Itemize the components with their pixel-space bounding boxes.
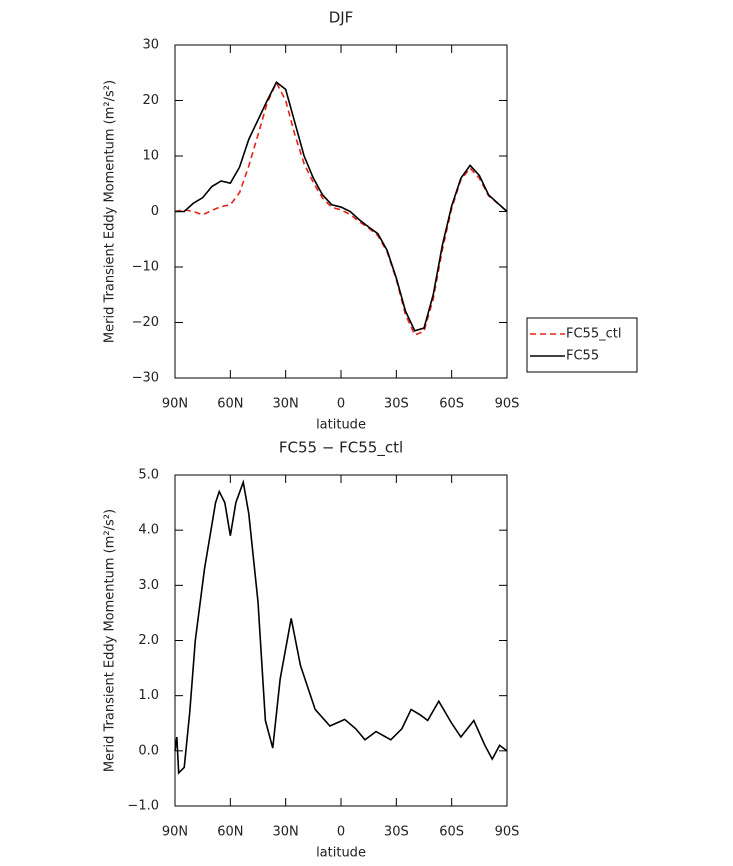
x-tick-label: 30S xyxy=(384,397,409,412)
chart-title: DJF xyxy=(329,9,354,27)
x-tick-label: 0 xyxy=(337,397,345,412)
x-tick-label: 60S xyxy=(439,397,464,412)
x-tick-label: 30S xyxy=(384,825,409,840)
y-tick-label: −30 xyxy=(132,371,159,386)
x-tick-label: 60N xyxy=(217,397,243,412)
y-tick-label: −20 xyxy=(132,315,159,330)
y-tick-label: 0.0 xyxy=(138,743,159,758)
x-tick-label: 90S xyxy=(495,825,520,840)
y-tick-label: 3.0 xyxy=(138,578,159,593)
y-axis-label: Merid Transient Eddy Momentum (m²/s²) xyxy=(103,509,118,772)
legend-box xyxy=(526,317,638,373)
chart-title: FC55 − FC55_ctl xyxy=(279,439,403,458)
plot-frame xyxy=(174,44,508,379)
series-line xyxy=(174,479,508,775)
y-tick-label: 1.0 xyxy=(138,688,159,703)
series-line xyxy=(174,80,508,337)
y-tick-label: −10 xyxy=(132,260,159,275)
y-tick-label: 20 xyxy=(142,93,159,108)
x-axis-label: latitude xyxy=(316,418,366,433)
x-tick-label: 0 xyxy=(337,825,345,840)
plot-frame xyxy=(174,474,508,807)
y-tick-label: −1.0 xyxy=(127,799,159,814)
x-tick-label: 60N xyxy=(217,825,243,840)
x-tick-label: 90N xyxy=(162,397,188,412)
y-axis-label: Merid Transient Eddy Momentum (m²/s²) xyxy=(103,80,118,343)
x-tick-label: 30N xyxy=(273,825,299,840)
y-tick-label: 4.0 xyxy=(138,523,159,538)
x-tick-label: 90S xyxy=(495,397,520,412)
x-tick-label: 60S xyxy=(439,825,464,840)
x-tick-label: 90N xyxy=(162,825,188,840)
y-tick-label: 30 xyxy=(142,38,159,53)
legend-label: FC55_ctl xyxy=(566,327,621,342)
legend-label: FC55 xyxy=(566,349,599,364)
y-tick-label: 10 xyxy=(142,149,159,164)
x-tick-label: 30N xyxy=(273,397,299,412)
y-tick-label: 2.0 xyxy=(138,633,159,648)
y-tick-label: 5.0 xyxy=(138,468,159,483)
x-axis-label: latitude xyxy=(316,846,366,861)
y-tick-label: 0 xyxy=(151,204,159,219)
series-line xyxy=(175,80,508,332)
